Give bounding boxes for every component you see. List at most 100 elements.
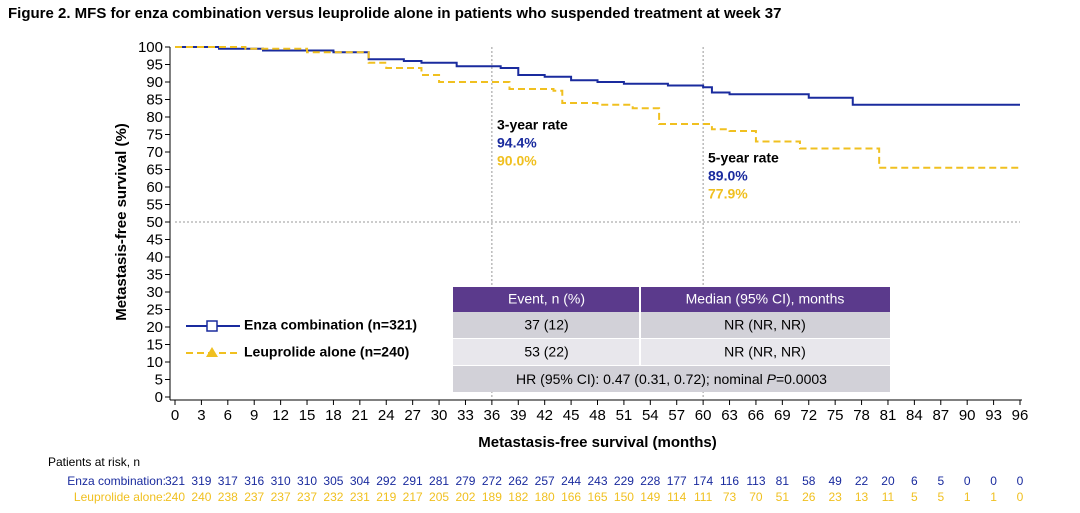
risk-value: 238 — [218, 490, 238, 504]
x-tick-label: 57 — [668, 407, 685, 424]
x-tick-label: 69 — [774, 407, 791, 424]
risk-value: 182 — [508, 490, 528, 504]
legend-marker — [206, 347, 218, 357]
risk-value: 11 — [882, 490, 895, 504]
y-tick-label: 25 — [146, 301, 163, 318]
risk-value: 304 — [350, 474, 370, 488]
risk-value: 23 — [828, 490, 842, 504]
risk-value: 232 — [323, 490, 343, 504]
risk-value: 111 — [694, 490, 713, 504]
risk-value: 310 — [297, 474, 317, 488]
y-tick-label: 20 — [146, 319, 163, 336]
x-tick-label: 39 — [510, 407, 527, 424]
x-tick-label: 18 — [325, 407, 342, 424]
table-footer-part: P — [767, 371, 777, 387]
risk-value: 237 — [271, 490, 291, 504]
risk-value: 5 — [937, 474, 944, 488]
risk-value: 243 — [587, 474, 607, 488]
x-tick-label: 72 — [800, 407, 817, 424]
x-tick-label: 87 — [932, 407, 949, 424]
y-tick-label: 70 — [146, 144, 163, 161]
risk-value: 281 — [429, 474, 449, 488]
x-tick-label: 3 — [197, 407, 205, 424]
risk-value: 5 — [937, 490, 944, 504]
risk-value: 166 — [561, 490, 581, 504]
risk-value: 0 — [964, 474, 971, 488]
table-footer-part: =0.0003 — [776, 371, 827, 387]
y-tick-label: 100 — [138, 39, 163, 56]
x-tick-label: 63 — [721, 407, 738, 424]
x-tick-label: 75 — [827, 407, 844, 424]
risk-value: 244 — [561, 474, 581, 488]
x-tick-label: 33 — [457, 407, 474, 424]
x-tick-label: 93 — [985, 407, 1002, 424]
x-tick-label: 42 — [536, 407, 553, 424]
risk-value: 205 — [429, 490, 449, 504]
table-header: Median (95% CI), months — [686, 291, 845, 307]
annotation-rate: 90.0% — [497, 153, 537, 169]
annotation-rate: 89.0% — [708, 168, 748, 184]
risk-value: 257 — [535, 474, 555, 488]
risk-value: 319 — [191, 474, 211, 488]
x-tick-label: 27 — [404, 407, 421, 424]
y-tick-label: 5 — [155, 371, 163, 388]
x-tick-label: 78 — [853, 407, 870, 424]
x-tick-label: 45 — [563, 407, 580, 424]
y-tick-label: 65 — [146, 161, 163, 178]
x-tick-label: 12 — [272, 407, 289, 424]
table-row-bg — [453, 339, 890, 365]
table-row-bg — [453, 312, 890, 338]
risk-value: 26 — [802, 490, 816, 504]
legend-marker — [206, 320, 218, 332]
risk-value: 262 — [508, 474, 528, 488]
legend-label: Leuprolide alone (n=240) — [244, 344, 409, 360]
annotation-rate: 77.9% — [708, 186, 748, 202]
risk-title: Patients at risk, n — [48, 455, 140, 469]
risk-value: 272 — [482, 474, 502, 488]
annotation-label: 5-year rate — [708, 150, 779, 166]
risk-value: 237 — [297, 490, 317, 504]
risk-value: 177 — [667, 474, 687, 488]
risk-value: 174 — [693, 474, 713, 488]
y-tick-label: 35 — [146, 266, 163, 283]
risk-value: 13 — [855, 490, 869, 504]
risk-label: Enza combination: — [67, 474, 166, 488]
risk-value: 165 — [587, 490, 607, 504]
y-tick-label: 0 — [155, 389, 163, 406]
risk-value: 317 — [218, 474, 238, 488]
x-tick-label: 36 — [484, 407, 501, 424]
x-tick-label: 0 — [171, 407, 179, 424]
risk-value: 310 — [271, 474, 291, 488]
risk-label: Leuprolide alone: — [74, 490, 166, 504]
risk-value: 5 — [911, 490, 918, 504]
legend-label: Enza combination (n=321) — [244, 317, 417, 333]
table-cell: NR (NR, NR) — [724, 344, 806, 360]
risk-value: 58 — [802, 474, 816, 488]
y-tick-label: 90 — [146, 74, 163, 91]
risk-value: 180 — [535, 490, 555, 504]
risk-value: 240 — [191, 490, 211, 504]
risk-value: 1 — [964, 490, 971, 504]
risk-value: 292 — [376, 474, 396, 488]
y-tick-label: 30 — [146, 284, 163, 301]
risk-value: 116 — [720, 474, 739, 488]
x-tick-label: 81 — [880, 407, 897, 424]
risk-value: 305 — [323, 474, 343, 488]
y-tick-label: 50 — [146, 214, 163, 231]
risk-value: 22 — [855, 474, 869, 488]
y-tick-label: 10 — [146, 354, 163, 371]
risk-value: 149 — [640, 490, 660, 504]
x-axis-label: Metastasis-free survival (months) — [478, 434, 716, 451]
y-tick-label: 75 — [146, 126, 163, 143]
table-cell: 53 (22) — [524, 344, 568, 360]
y-tick-label: 45 — [146, 231, 163, 248]
risk-value: 113 — [746, 474, 765, 488]
risk-value: 229 — [614, 474, 634, 488]
table-footer-part: HR (95% CI): 0.47 (0.31, 0.72); nominal — [516, 371, 767, 387]
x-tick-label: 6 — [224, 407, 232, 424]
x-tick-label: 84 — [906, 407, 923, 424]
risk-value: 189 — [482, 490, 502, 504]
x-tick-label: 15 — [299, 407, 316, 424]
risk-value: 231 — [350, 490, 370, 504]
